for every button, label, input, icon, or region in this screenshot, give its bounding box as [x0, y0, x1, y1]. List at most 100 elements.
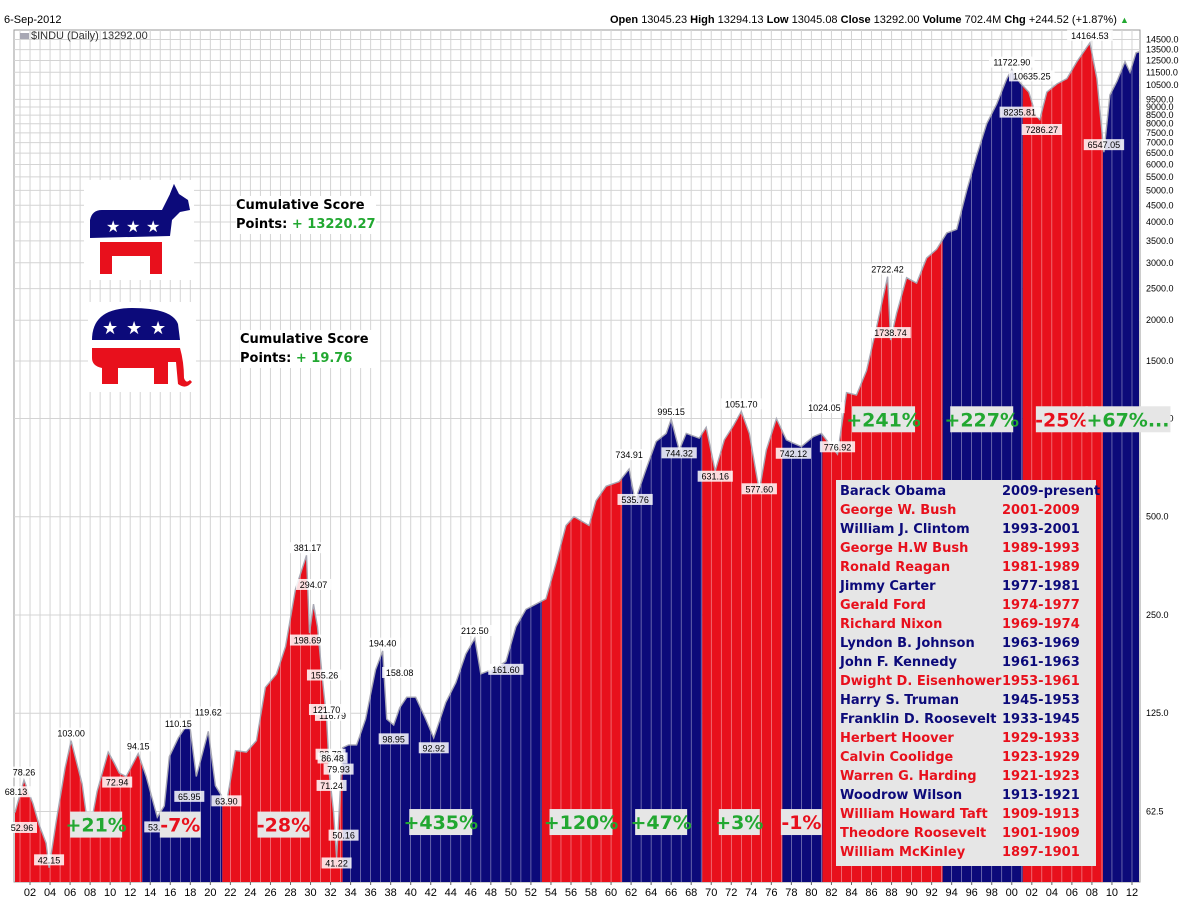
- president-term: 1981-1989: [1002, 560, 1080, 575]
- president-term: 1933-1945: [1002, 712, 1080, 727]
- price-label: 53.17: [148, 822, 171, 832]
- price-label-bg: [306, 669, 343, 681]
- price-label-bg: [741, 483, 777, 495]
- y-tick-label: 8000.0: [1146, 119, 1174, 129]
- price-label-bg: [316, 779, 347, 791]
- term-change-bg: [549, 809, 613, 836]
- price-label: 10635.25: [1013, 71, 1051, 81]
- y-tick-label: 11500.0: [1146, 67, 1178, 77]
- symbol-line-text: $INDU (Daily) 13292.00: [31, 30, 148, 42]
- y-tick-label: 5000.0: [1146, 185, 1174, 195]
- price-label-bg: [1021, 123, 1063, 135]
- term-change-label: +227%: [944, 409, 1019, 431]
- y-tick-label: 5500.0: [1146, 172, 1174, 182]
- legend-row: Dwight D. Eisenhower 1953-1961: [840, 674, 1092, 693]
- price-label-bg: [323, 763, 354, 775]
- term-change-label: -25%: [1035, 409, 1088, 431]
- president-term: 1977-1981: [1002, 579, 1080, 594]
- x-tick-label: 86: [865, 887, 877, 899]
- democrat-term-area: [1102, 42, 1139, 882]
- price-label: 734.91: [615, 450, 643, 460]
- elephant-logo: ★ ★ ★: [88, 302, 196, 392]
- x-tick-label: 90: [905, 887, 917, 899]
- term-change-bg: [257, 811, 310, 838]
- ohlc-readout: Open 13045.23 High 13294.13 Low 13045.08…: [610, 14, 1129, 26]
- price-label: 294.07: [300, 580, 328, 590]
- democrat-points-value: + 13220.27: [291, 217, 376, 232]
- x-tick-label: 66: [665, 887, 677, 899]
- price-label: 776.92: [824, 442, 852, 452]
- legend-row: Gerald Ford 1974-1977: [840, 598, 1092, 617]
- president-term: 1953-1961: [1002, 674, 1080, 689]
- price-label-bg: [289, 542, 326, 554]
- price-label-bg: [328, 829, 359, 841]
- democrat-points-label: Points:: [236, 217, 288, 232]
- legend-row: Warren G. Harding 1921-1923: [840, 769, 1092, 788]
- price-label: 995.15: [657, 407, 685, 417]
- price-label: 94.15: [127, 741, 150, 751]
- x-tick-label: 06: [64, 887, 76, 899]
- price-label-bg: [378, 733, 409, 745]
- democrat-score-box: Cumulative Score Points: + 13220.27: [236, 196, 376, 234]
- y-tick-label: 6500.0: [1146, 148, 1174, 158]
- y-tick-label: 8500.0: [1146, 110, 1174, 120]
- x-tick-label: 84: [845, 887, 857, 899]
- price-label-bg: [7, 821, 38, 833]
- price-label: 116.79: [319, 711, 346, 721]
- price-label-bg: [295, 578, 332, 590]
- x-tick-label: 88: [885, 887, 897, 899]
- price-label: 65.95: [178, 792, 201, 802]
- president-legend: Barack Obama 2009-present George W. Bush 20…: [836, 480, 1100, 866]
- open-value: 13045.23: [641, 14, 688, 26]
- price-label-bg: [382, 666, 418, 678]
- y-tick-label: 10500.0: [1146, 80, 1179, 90]
- symbol-line: $INDU (Daily) 13292.00: [20, 30, 148, 42]
- x-tick-label: 28: [284, 887, 296, 899]
- y-tick-label: 62.5: [1146, 806, 1164, 816]
- price-label-bg: [1009, 70, 1055, 82]
- legend-row: Ronald Reagan 1981-1989: [840, 560, 1092, 579]
- price-label-bg: [365, 637, 401, 649]
- term-change-label: +120%: [544, 812, 619, 834]
- price-label: 2722.42: [871, 265, 904, 275]
- president-name: Dwight D. Eisenhower: [840, 674, 1002, 689]
- price-label: 86.48: [321, 753, 344, 763]
- president-term: 1974-1977: [1002, 598, 1080, 613]
- price-label: 381.17: [294, 543, 322, 553]
- x-tick-label: 72: [725, 887, 737, 899]
- price-label-bg: [102, 776, 133, 788]
- term-change-label: +21%: [65, 815, 126, 837]
- x-tick-label: 10: [104, 887, 116, 899]
- x-tick-label: 02: [1026, 887, 1038, 899]
- price-label-bg: [308, 704, 345, 716]
- x-tick-label: 00: [1006, 887, 1018, 899]
- legend-row: Barack Obama 2009-present: [840, 484, 1100, 503]
- price-label-bg: [174, 790, 205, 802]
- price-label: 92.92: [422, 743, 445, 753]
- price-label-bg: [123, 740, 154, 752]
- legend-row: John F. Kennedy 1961-1963: [840, 655, 1092, 674]
- y-tick-label: 250.0: [1146, 610, 1169, 620]
- svg-text:★: ★: [150, 318, 166, 339]
- x-tick-label: 54: [545, 887, 557, 899]
- x-tick-label: 04: [44, 887, 56, 899]
- x-tick-label: 96: [966, 887, 978, 899]
- x-tick-label: 32: [324, 887, 336, 899]
- elephant-icon: ★ ★ ★: [92, 308, 192, 387]
- president-name: Calvin Coolidge: [840, 750, 954, 765]
- legend-row: Herbert Hoover 1929-1933: [840, 731, 1092, 750]
- price-label-bg: [867, 263, 908, 275]
- price-label-bg: [1067, 29, 1113, 41]
- legend-row: George W. Bush 2001-2009: [840, 503, 1092, 522]
- president-term: 1993-2001: [1002, 522, 1080, 537]
- y-tick-label: 6000.0: [1146, 160, 1174, 170]
- x-tick-label: 08: [84, 887, 96, 899]
- y-tick-label: 4500.0: [1146, 200, 1174, 210]
- x-tick-label: 42: [425, 887, 437, 899]
- y-tick-label: 500.0: [1146, 512, 1169, 522]
- price-label-bg: [775, 447, 811, 459]
- president-name: Barack Obama: [840, 484, 947, 499]
- price-label: 7286.27: [1026, 125, 1059, 135]
- price-label-bg: [804, 402, 845, 414]
